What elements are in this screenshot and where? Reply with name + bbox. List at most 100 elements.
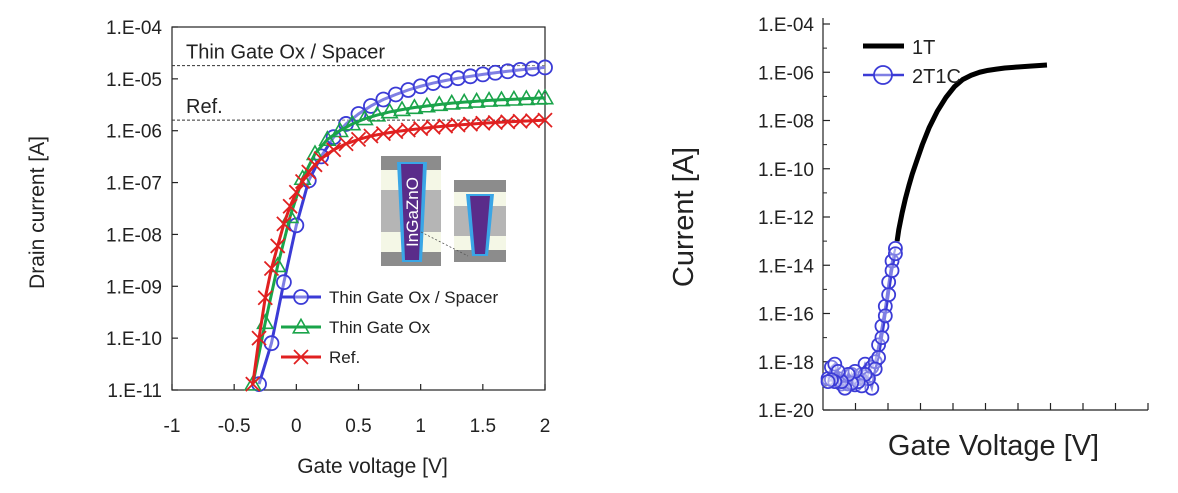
left-series-2-point	[338, 136, 354, 152]
right-y-tick-label: 1.E-04	[758, 15, 814, 36]
inset2-channel	[470, 196, 490, 254]
inset2-top-layer	[454, 180, 506, 192]
left-x-tick-label: 1	[415, 416, 426, 437]
left-series-0-point	[263, 335, 280, 352]
left-y-tick-label: 1.E-04	[106, 18, 162, 39]
left-series-1-point	[417, 96, 436, 113]
left-series-1-point	[535, 88, 555, 105]
left-series-2-point	[475, 115, 491, 131]
left-series-0-point	[499, 63, 516, 80]
right-chart: 1.E-04 1.E-06 1.E-08 1.E-10 1.E-12 1.E-14 1.E-…	[668, 15, 1149, 462]
left-legend-label: Ref.	[329, 348, 360, 367]
left-series-1-point	[504, 89, 523, 106]
left-y-tick-label: 1.E-08	[106, 225, 162, 246]
left-series-0-point	[425, 75, 442, 91]
left-series-2-point	[400, 122, 416, 138]
left-series-0-point	[450, 70, 466, 87]
left-series-2-point	[325, 142, 342, 158]
left-x-tick-label: 0	[291, 416, 302, 437]
left-series-2-point	[251, 330, 267, 346]
left-series-1-point	[318, 130, 337, 146]
left-series-1-point	[479, 91, 499, 107]
left-legend-marker	[293, 289, 309, 305]
left-series-1-point	[368, 105, 387, 122]
left-legend-marker	[293, 349, 309, 365]
right-legend-marker	[873, 65, 893, 85]
left-series-2-point	[375, 125, 392, 142]
left-series-2-point	[500, 114, 516, 130]
left-series-2-point	[313, 150, 329, 167]
right-x-axis-title: Gate Voltage [V]	[888, 430, 1099, 462]
left-series-2-point	[363, 128, 379, 144]
left-series-0-point	[275, 274, 292, 291]
left-x-tick-label: -1	[164, 416, 181, 437]
right-series-2-point	[820, 374, 836, 390]
left-chart: 1.E-11 1.E-10 1.E-09 1.E-08 1.E-07 1.E-06 1.E-…	[26, 18, 555, 478]
left-x-tick-label: 1.5	[470, 416, 496, 437]
left-series-2-point	[388, 123, 404, 140]
left-series-1-point	[355, 109, 374, 126]
left-series-2-point	[294, 173, 311, 190]
right-y-tick-label: 1.E-06	[758, 63, 814, 84]
left-series-1-point	[243, 374, 262, 391]
left-series-line-2	[251, 118, 546, 385]
right-legend-label: 2T1C	[912, 66, 961, 88]
inset-connector	[420, 231, 469, 257]
right-y-tick-label: 1.E-16	[758, 305, 814, 326]
right-y-tick-label: 1.E-14	[758, 256, 814, 277]
left-y-tick-label: 1.E-06	[106, 122, 162, 143]
left-series-1-point	[455, 92, 474, 109]
left-series-2-point	[245, 376, 261, 392]
right-series-2-point	[881, 287, 897, 303]
right-series-2-point	[874, 330, 890, 346]
left-x-tick-label: 2	[540, 416, 551, 437]
left-series-2-point	[263, 260, 280, 277]
left-series-1-point	[517, 89, 536, 106]
left-y-tick-label: 1.E-11	[107, 381, 162, 402]
left-legend-label: Thin Gate Ox / Spacer	[329, 288, 498, 307]
right-y-tick-label: 1.E-20	[758, 401, 814, 422]
left-y-tick-label: 1.E-07	[106, 174, 162, 195]
left-series-2-point	[487, 114, 503, 131]
left-series-2-point	[282, 198, 298, 214]
left-series-1-point	[343, 114, 362, 131]
left-series-1-point	[392, 100, 412, 117]
right-series-2-point	[877, 308, 893, 324]
left-y-tick-label: 1.E-09	[106, 277, 162, 298]
right-series-2-point	[888, 246, 903, 262]
right-legend-label: 1T	[912, 37, 935, 59]
left-legend-marker	[291, 317, 311, 334]
left-y-tick-label: 1.E-10	[106, 329, 162, 350]
left-series-0-point	[537, 59, 553, 76]
left-series-2-point	[350, 131, 367, 148]
left-series-2-point	[437, 118, 454, 134]
left-x-tick-label: -0.5	[218, 416, 251, 437]
left-series-0-point	[524, 60, 541, 77]
left-series-2-point	[288, 184, 304, 200]
left-series-1-point	[380, 102, 399, 119]
inset-channel	[401, 164, 423, 260]
left-series-0-point	[437, 72, 454, 89]
right-series-2-point	[884, 263, 900, 279]
left-series-2-point	[276, 216, 292, 232]
left-y-axis-title: Drain current [A]	[26, 136, 49, 289]
inset-label: InGaZnO	[403, 177, 422, 247]
device-inset: InGaZnO	[381, 156, 506, 266]
right-series-line-0	[894, 62, 1048, 242]
right-y-tick-label: 1.E-08	[758, 112, 814, 133]
left-series-1-point	[492, 90, 511, 107]
left-series-1-point	[442, 93, 461, 110]
left-y-tick-label: 1.E-05	[106, 70, 162, 91]
left-series-2-point	[462, 116, 479, 132]
left-series-2-point	[270, 238, 286, 254]
left-series-2-point	[257, 290, 273, 306]
left-series-0-point	[512, 61, 529, 78]
left-x-axis-title: Gate voltage [V]	[297, 455, 448, 478]
left-series-2-point	[512, 113, 528, 129]
right-series-1-point	[827, 356, 843, 372]
right-y-axis-title: Current [A]	[668, 147, 700, 287]
left-series-0-point	[474, 66, 491, 83]
left-x-tick-label: 0.5	[345, 416, 371, 437]
right-y-tick-label: 1.E-12	[758, 208, 814, 229]
left-series-0-point	[363, 98, 379, 114]
